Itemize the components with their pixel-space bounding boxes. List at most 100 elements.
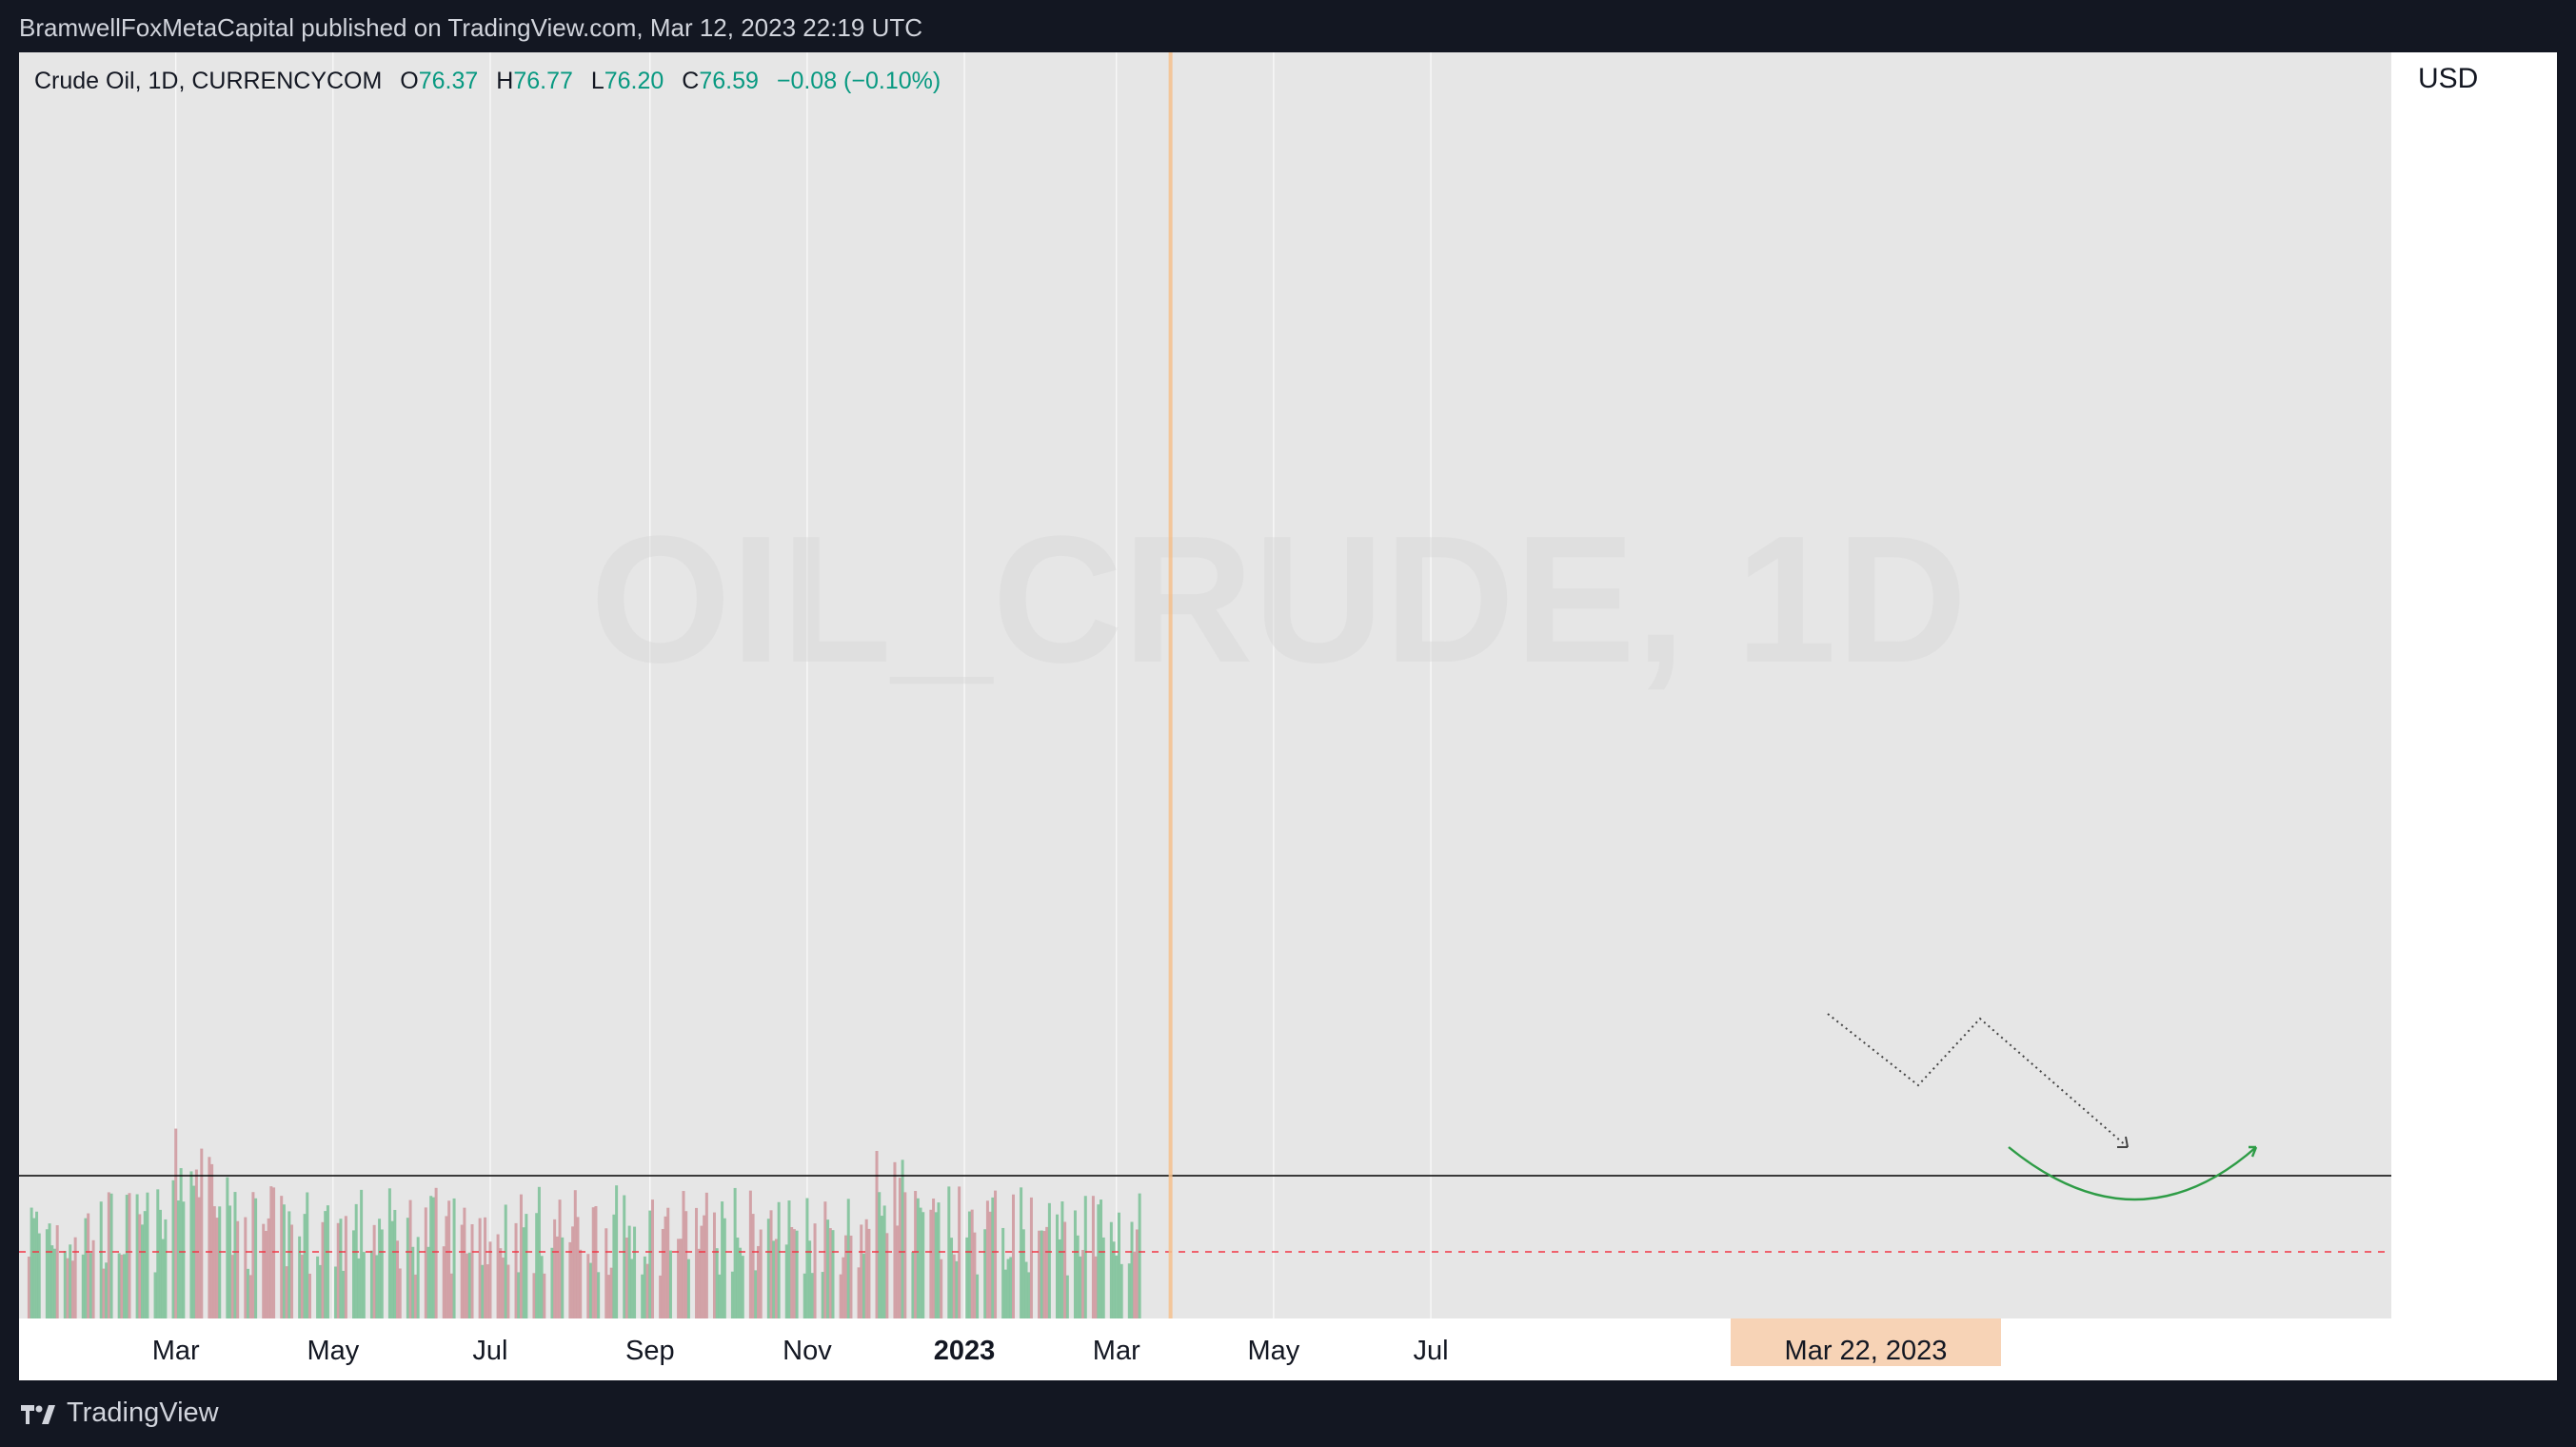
volume-bar xyxy=(158,1209,162,1318)
volume-bar xyxy=(700,1225,703,1318)
volume-bar xyxy=(641,1274,644,1318)
volume-bar xyxy=(1135,1229,1139,1318)
volume-bar xyxy=(1120,1263,1123,1318)
volume-bar xyxy=(810,1273,814,1318)
volume-bar xyxy=(378,1219,382,1318)
volume-bar xyxy=(244,1217,248,1318)
volume-bar xyxy=(445,1216,448,1318)
volume-bar xyxy=(466,1253,469,1318)
price-chart[interactable]: OIL_CRUDE, 1D Mar May Jul Sep Nov 2023 Mar May J… xyxy=(19,52,2557,1380)
volume-bar xyxy=(360,1189,364,1318)
volume-bar xyxy=(303,1214,307,1318)
volume-bar xyxy=(35,1211,39,1318)
time-tick-label: 2023 xyxy=(934,1336,996,1366)
volume-bar xyxy=(1079,1256,1082,1318)
volume-bar xyxy=(342,1270,346,1318)
volume-bar xyxy=(164,1219,168,1318)
legend-open: 76.37 xyxy=(419,68,479,94)
volume-bar xyxy=(484,1217,487,1318)
volume-bar xyxy=(741,1256,744,1318)
volume-bar xyxy=(102,1268,106,1318)
volume-bar xyxy=(576,1217,580,1318)
volume-bar xyxy=(721,1201,724,1318)
volume-bar xyxy=(32,1218,36,1318)
volume-bar xyxy=(1063,1221,1067,1318)
volume-bar xyxy=(795,1230,799,1318)
volume-bar xyxy=(228,1205,232,1318)
time-axis-area[interactable] xyxy=(19,1318,2391,1380)
volume-bar xyxy=(197,1197,201,1318)
volume-bar xyxy=(1021,1229,1025,1318)
volume-bar xyxy=(633,1226,637,1318)
volume-bar xyxy=(805,1198,809,1318)
date-highlight-label: Mar 22, 2023 xyxy=(1785,1336,1948,1366)
volume-bar xyxy=(864,1219,868,1318)
volume-bar xyxy=(723,1218,726,1318)
volume-bar xyxy=(50,1245,54,1318)
volume-bar xyxy=(138,1214,142,1318)
time-tick-label: May xyxy=(1247,1336,1299,1366)
volume-bar xyxy=(336,1222,340,1318)
volume-bar xyxy=(210,1163,214,1318)
time-tick-label: Mar xyxy=(152,1336,200,1366)
volume-bar xyxy=(940,1259,943,1318)
volume-bar xyxy=(387,1188,391,1318)
volume-bar xyxy=(733,1187,737,1318)
volume-bar xyxy=(182,1201,186,1318)
volume-bar xyxy=(929,1209,933,1318)
volume-bar xyxy=(1097,1204,1100,1318)
volume-bar xyxy=(1024,1261,1028,1318)
volume-bar xyxy=(307,1273,311,1318)
volume-bar xyxy=(285,1266,288,1318)
volume-bar xyxy=(298,1236,302,1318)
volume-bar xyxy=(860,1224,863,1318)
time-tick-label: Nov xyxy=(783,1336,832,1366)
volume-bar xyxy=(766,1219,770,1318)
volume-bar xyxy=(398,1268,402,1318)
volume-bar xyxy=(125,1195,129,1318)
volume-bar xyxy=(839,1274,842,1318)
volume-bar xyxy=(467,1252,471,1318)
volume-bar xyxy=(774,1239,778,1318)
legend-change: −0.08 (−0.10%) xyxy=(777,68,941,94)
volume-bar xyxy=(429,1196,433,1318)
volume-bar xyxy=(867,1228,871,1318)
volume-bar xyxy=(1001,1227,1005,1318)
volume-bar xyxy=(375,1255,379,1318)
volume-bar xyxy=(194,1169,198,1318)
volume-bar xyxy=(831,1230,835,1318)
volume-bar xyxy=(862,1253,865,1318)
volume-bar xyxy=(522,1227,525,1318)
volume-bar xyxy=(84,1218,88,1318)
volume-bar xyxy=(120,1255,124,1318)
price-axis-area[interactable] xyxy=(2391,52,2557,1318)
volume-bar xyxy=(262,1223,266,1318)
volume-bar xyxy=(973,1232,977,1318)
volume-bar xyxy=(318,1264,322,1318)
volume-bar xyxy=(645,1263,649,1318)
legend: Crude Oil, 1D, CURRENCYCOM O76.37 H76.77… xyxy=(34,68,941,94)
legend-open-label: O xyxy=(400,68,418,94)
volume-bar xyxy=(89,1253,92,1318)
volume-bar xyxy=(896,1225,900,1318)
volume-bar xyxy=(1076,1235,1080,1318)
volume-bar xyxy=(481,1264,485,1318)
volume-bar xyxy=(334,1266,338,1318)
volume-bar xyxy=(215,1218,219,1318)
volume-bar xyxy=(264,1230,268,1318)
volume-bar xyxy=(1109,1221,1113,1318)
chart-panel[interactable]: OIL_CRUDE, 1D Mar May Jul Sep Nov 2023 Mar May J… xyxy=(19,52,2557,1380)
volume-bar xyxy=(146,1192,149,1318)
volume-bar xyxy=(769,1210,773,1318)
volume-bar xyxy=(300,1255,304,1318)
volume-bar xyxy=(1042,1231,1046,1318)
volume-bar xyxy=(73,1237,77,1318)
volume-bar xyxy=(712,1212,716,1318)
volume-bar xyxy=(808,1240,812,1318)
volume-bar xyxy=(893,1161,897,1318)
volume-bar xyxy=(643,1256,646,1318)
volume-bar xyxy=(967,1211,971,1318)
volume-bar xyxy=(525,1214,528,1318)
volume-bar xyxy=(991,1197,995,1318)
volume-bar xyxy=(357,1258,361,1318)
